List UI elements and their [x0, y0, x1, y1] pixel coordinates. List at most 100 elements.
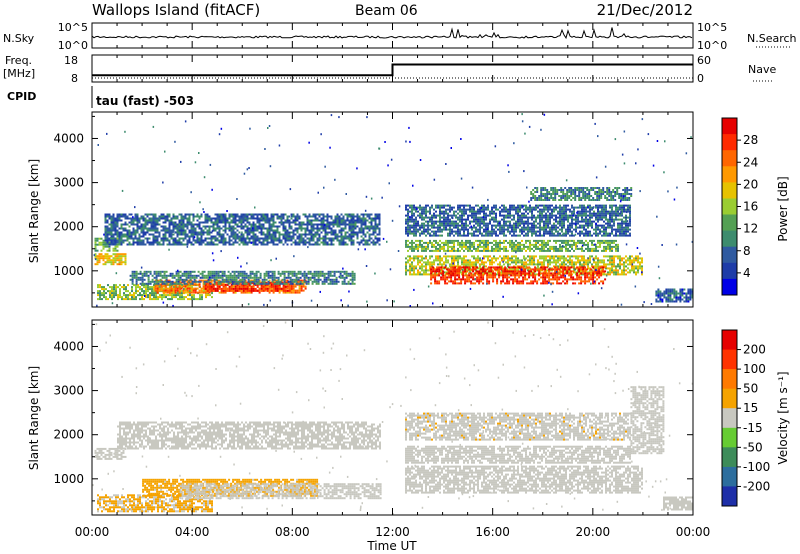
heatmap-cell	[248, 237, 251, 240]
heatmap-cell	[411, 269, 413, 272]
heatmap-cell	[294, 229, 297, 232]
heatmap-cell	[156, 287, 159, 290]
heatmap-cell	[433, 245, 435, 248]
heatmap-cell	[218, 217, 221, 220]
heatmap-cell	[236, 237, 239, 240]
heatmap-cell	[613, 261, 615, 264]
heatmap-cell	[407, 261, 409, 264]
heatmap-cell	[411, 241, 413, 244]
heatmap-cell	[253, 282, 256, 285]
heatmap-cell	[188, 291, 191, 294]
heatmap-cell	[229, 280, 232, 283]
heatmap-cell	[97, 290, 99, 293]
nsearch-tick-bottom: 10^0	[697, 39, 727, 52]
heatmap-cell	[374, 221, 377, 224]
heatmap-cell	[258, 239, 261, 242]
heatmap-cell	[216, 231, 219, 234]
heatmap-cell	[545, 249, 547, 252]
heatmap-cell	[168, 291, 171, 294]
heatmap-cell	[333, 280, 336, 283]
heatmap-cell	[141, 274, 144, 277]
heatmap-cell	[491, 247, 493, 250]
heatmap-cell	[120, 225, 123, 228]
heatmap-cell	[174, 239, 177, 242]
heatmap-cell	[348, 233, 351, 236]
heatmap-cell	[123, 298, 125, 301]
heatmap-cell	[571, 255, 573, 258]
heatmap-cell	[172, 287, 175, 290]
heatmap-cell	[221, 274, 224, 277]
heatmap-cell	[473, 241, 475, 244]
heatmap-cell	[368, 229, 371, 232]
heatmap-cell	[180, 219, 183, 222]
heatmap-cell	[284, 227, 287, 230]
heatmap-cell	[411, 263, 413, 266]
heatmap-cell	[331, 270, 334, 273]
heatmap-cell	[525, 249, 527, 252]
heatmap-cell	[152, 233, 155, 236]
heatmap-cell	[407, 243, 409, 246]
heatmap-cell	[539, 257, 541, 260]
heatmap-cell	[350, 221, 353, 224]
heatmap-cell	[552, 278, 555, 281]
heatmap-cell	[453, 247, 455, 250]
heatmap-cell	[217, 272, 220, 275]
heatmap-cell	[102, 239, 105, 242]
heatmap-cell	[188, 213, 191, 216]
heatmap-cell	[219, 276, 222, 279]
heatmap-cell	[378, 219, 381, 222]
heatmap-cell	[179, 278, 182, 281]
heatmap-cell	[212, 289, 215, 292]
heatmap-cell	[625, 261, 627, 264]
heatmap-cell	[544, 270, 547, 273]
heatmap-cell	[278, 239, 281, 242]
heatmap-cell	[358, 241, 361, 244]
heatmap-cell	[555, 239, 557, 242]
heatmap-cell	[439, 245, 441, 248]
heatmap-cell	[370, 237, 373, 240]
heatmap-cell	[621, 271, 623, 274]
heatmap-cell	[322, 215, 325, 218]
heatmap-cell	[101, 298, 103, 301]
heatmap-cell	[567, 247, 569, 250]
heatmap-cell	[286, 291, 289, 294]
heatmap-cell	[158, 233, 161, 236]
heatmap-cell	[110, 227, 113, 230]
heatmap-cell	[144, 237, 147, 240]
heatmap-cell	[176, 227, 179, 230]
heatmap-cell	[639, 267, 641, 270]
heatmap-cell	[186, 233, 189, 236]
heatmap-cell	[272, 235, 275, 238]
heatmap-cell	[234, 289, 237, 292]
heatmap-cell	[116, 263, 119, 266]
heatmap-cell	[423, 269, 425, 272]
heatmap-cell	[175, 296, 177, 299]
heatmap-cell	[262, 283, 265, 286]
heatmap-cell	[596, 272, 599, 275]
heatmap-cell	[238, 289, 241, 292]
heatmap-cell	[623, 273, 625, 276]
heatmap-cell	[322, 223, 325, 226]
heatmap-cell	[244, 237, 247, 240]
heatmap-cell	[222, 241, 225, 244]
heatmap-cell	[447, 255, 449, 258]
heatmap-cell	[270, 225, 273, 228]
heatmap-cell	[260, 289, 263, 292]
heatmap-cell	[461, 241, 463, 244]
heatmap-cell	[99, 286, 101, 289]
heatmap-cell	[226, 217, 229, 220]
heatmap-cell	[96, 255, 99, 258]
heatmap-cell	[601, 261, 603, 264]
heatmap-cell	[276, 217, 279, 220]
heatmap-cell	[124, 233, 127, 236]
heatmap-cell	[532, 282, 535, 285]
heatmap-cell	[148, 241, 151, 244]
heatmap-cell	[488, 276, 491, 279]
heatmap-cell	[278, 291, 281, 294]
heatmap-cell	[208, 217, 211, 220]
heatmap-cell	[378, 221, 381, 224]
heatmap-cell	[175, 272, 178, 275]
heatmap-cell	[362, 243, 365, 246]
heatmap-cell	[613, 259, 615, 262]
heatmap-cell	[578, 276, 581, 279]
